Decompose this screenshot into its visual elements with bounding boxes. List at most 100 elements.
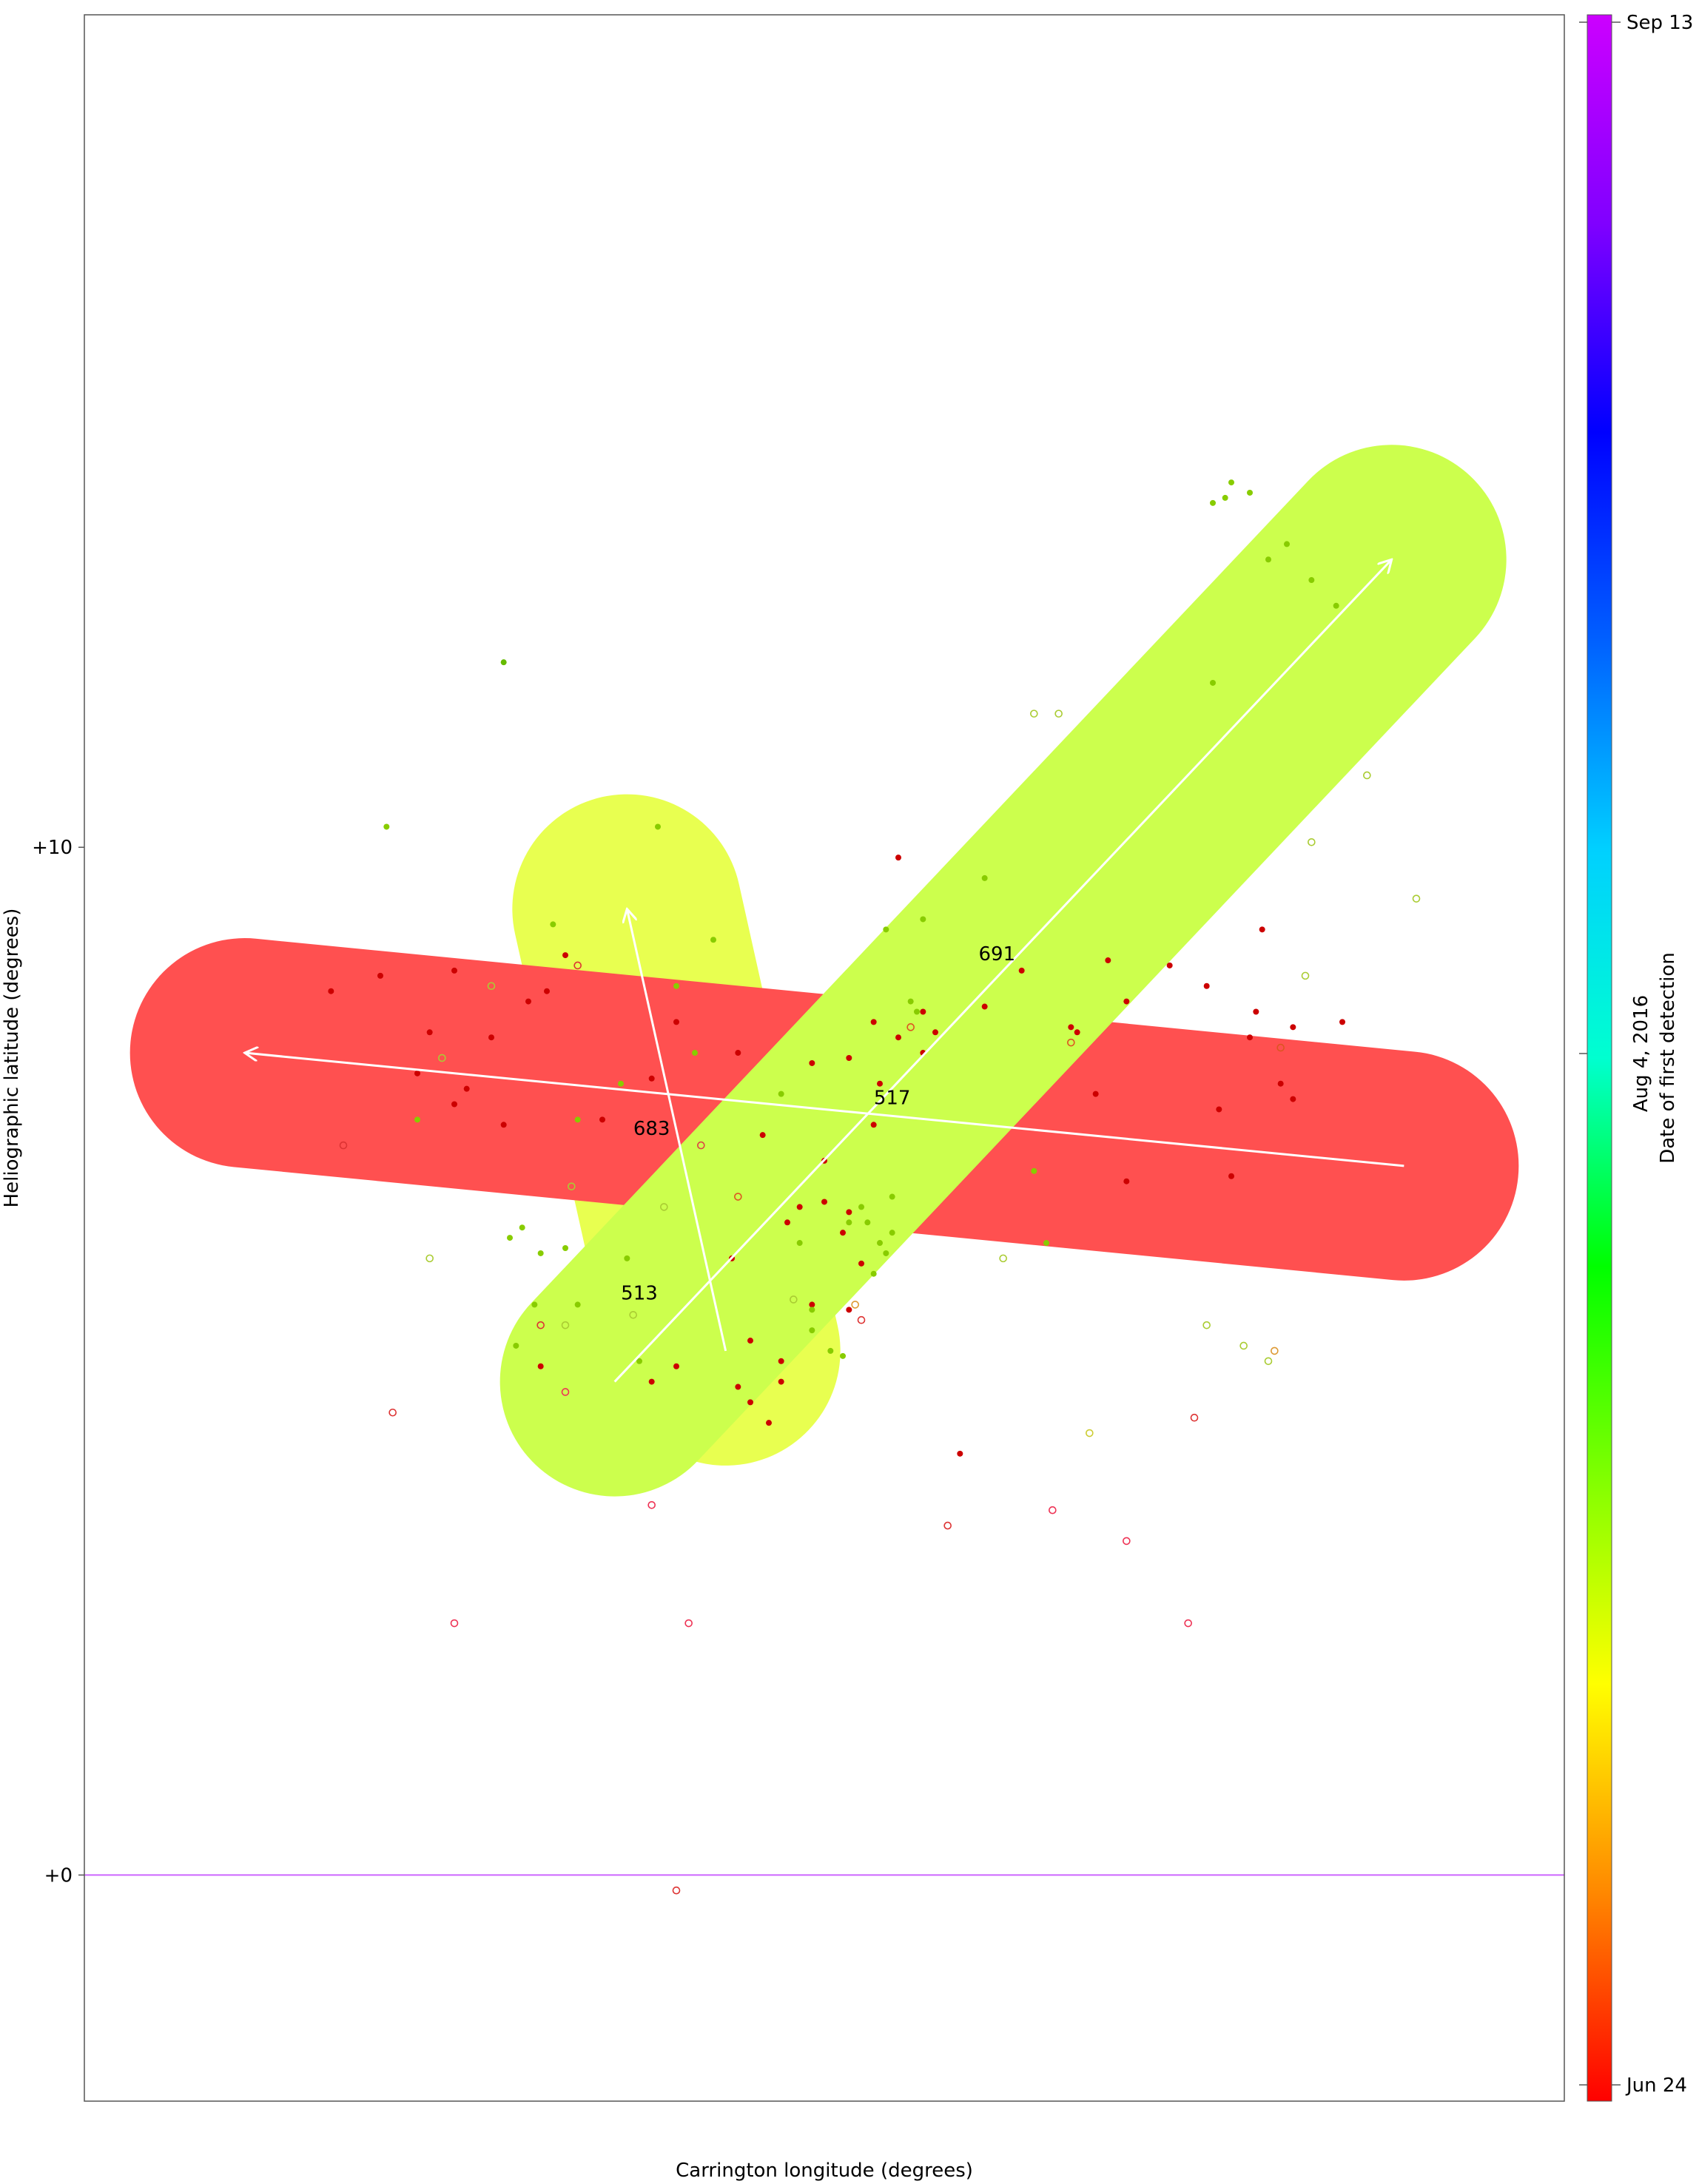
y-axis-ticks: +0 +10 [32, 837, 84, 1887]
data-point-open [647, 1500, 656, 1509]
data-point-open [425, 1254, 434, 1263]
data-point [599, 1116, 605, 1123]
data-point-open [1054, 710, 1063, 718]
data-point [655, 823, 661, 830]
data-point-open [672, 1886, 681, 1895]
data-point [673, 1363, 679, 1369]
data-point [531, 1301, 538, 1308]
data-point [1210, 679, 1216, 686]
data-point [870, 1019, 877, 1025]
data-point [1043, 1240, 1049, 1247]
data-point [840, 1352, 846, 1359]
data-point [877, 1240, 883, 1247]
data-point [1203, 983, 1210, 989]
data-point [889, 1230, 895, 1236]
data-point [895, 855, 901, 861]
data-point [562, 952, 568, 959]
data-point-open [1184, 1619, 1192, 1628]
data-point [846, 1055, 852, 1061]
data-point [809, 1307, 815, 1313]
data-point [840, 1230, 846, 1236]
data-point [648, 1075, 655, 1082]
data-point [821, 1199, 827, 1205]
data-point [673, 1019, 679, 1025]
data-point-open [1363, 771, 1371, 780]
data-point [907, 998, 914, 1005]
data-point [574, 1116, 581, 1123]
data-point [1253, 1008, 1259, 1015]
data-point [500, 1122, 507, 1128]
data-point [1228, 479, 1234, 486]
colorbar [1587, 14, 1612, 2102]
data-point [513, 1342, 519, 1349]
data-point [710, 937, 716, 943]
data-point-open [1202, 1321, 1211, 1329]
data-point [1290, 1096, 1296, 1102]
data-point [827, 1347, 834, 1354]
data-point [1308, 577, 1315, 584]
data-point-open [438, 1054, 446, 1062]
data-point [895, 1034, 901, 1041]
data-point [747, 1338, 753, 1344]
data-point [1259, 926, 1265, 933]
data-point-open [790, 1295, 798, 1304]
data-point [1123, 998, 1130, 1005]
region-label: 513 [621, 1282, 658, 1304]
data-point-open [388, 1408, 397, 1417]
colorbar-tick-label: Sep 13 [1626, 12, 1693, 34]
data-point [870, 1122, 877, 1128]
y-axis-label: Heliographic latitude (degrees) [1, 909, 23, 1208]
data-point [735, 1050, 741, 1056]
data-point [1216, 1106, 1222, 1113]
data-point-open [1308, 837, 1316, 846]
data-point [1074, 1029, 1080, 1036]
data-point [562, 1244, 568, 1251]
data-point [1222, 494, 1228, 501]
points-layer [328, 479, 1421, 1895]
data-point-open [851, 1301, 859, 1309]
data-point-open [1301, 971, 1310, 980]
data-point-open [1190, 1413, 1199, 1422]
data-point [858, 1204, 864, 1210]
data-point [500, 659, 507, 666]
labels-layer: 517 683 691 513 [84, 943, 1564, 1876]
data-point [1228, 1173, 1234, 1179]
data-point-open [561, 1388, 570, 1396]
data-point [1105, 957, 1111, 964]
data-point [525, 998, 531, 1005]
data-point [981, 1003, 988, 1010]
data-point-open [943, 1521, 952, 1530]
data-point [809, 1301, 815, 1308]
data-point [784, 1219, 790, 1226]
data-point [1284, 541, 1290, 547]
data-point [1290, 1024, 1296, 1031]
data-point [1333, 602, 1339, 609]
data-point-open [906, 1023, 915, 1031]
data-point [488, 1034, 494, 1041]
data-point [778, 1091, 784, 1097]
data-point [981, 874, 988, 881]
region-track-arrow [613, 559, 1392, 1383]
data-point [796, 1240, 803, 1247]
data-point [1031, 1167, 1037, 1174]
data-point [920, 916, 926, 923]
data-point-open [573, 961, 582, 970]
data-point [451, 967, 457, 974]
data-point [846, 1219, 852, 1226]
data-point-open [568, 1182, 576, 1190]
data-point [1018, 967, 1025, 974]
data-point [1123, 1178, 1130, 1184]
region-label: 517 [874, 1088, 911, 1110]
data-point [870, 1270, 877, 1277]
data-point-open [339, 1141, 348, 1150]
data-point [1247, 1034, 1253, 1041]
data-point [648, 1378, 655, 1385]
data-point-open [1264, 1357, 1273, 1366]
data-point [932, 1029, 938, 1036]
data-point-open [1271, 1347, 1279, 1355]
data-point-open [487, 982, 496, 991]
data-point-open [629, 1310, 637, 1319]
x-axis-label: Carrington longitude (degrees) [676, 2160, 973, 2182]
data-point [537, 1250, 544, 1256]
colorbar-ticks: Sep 13 Aug 4, 2016 Jun 24 [1579, 12, 1693, 2097]
